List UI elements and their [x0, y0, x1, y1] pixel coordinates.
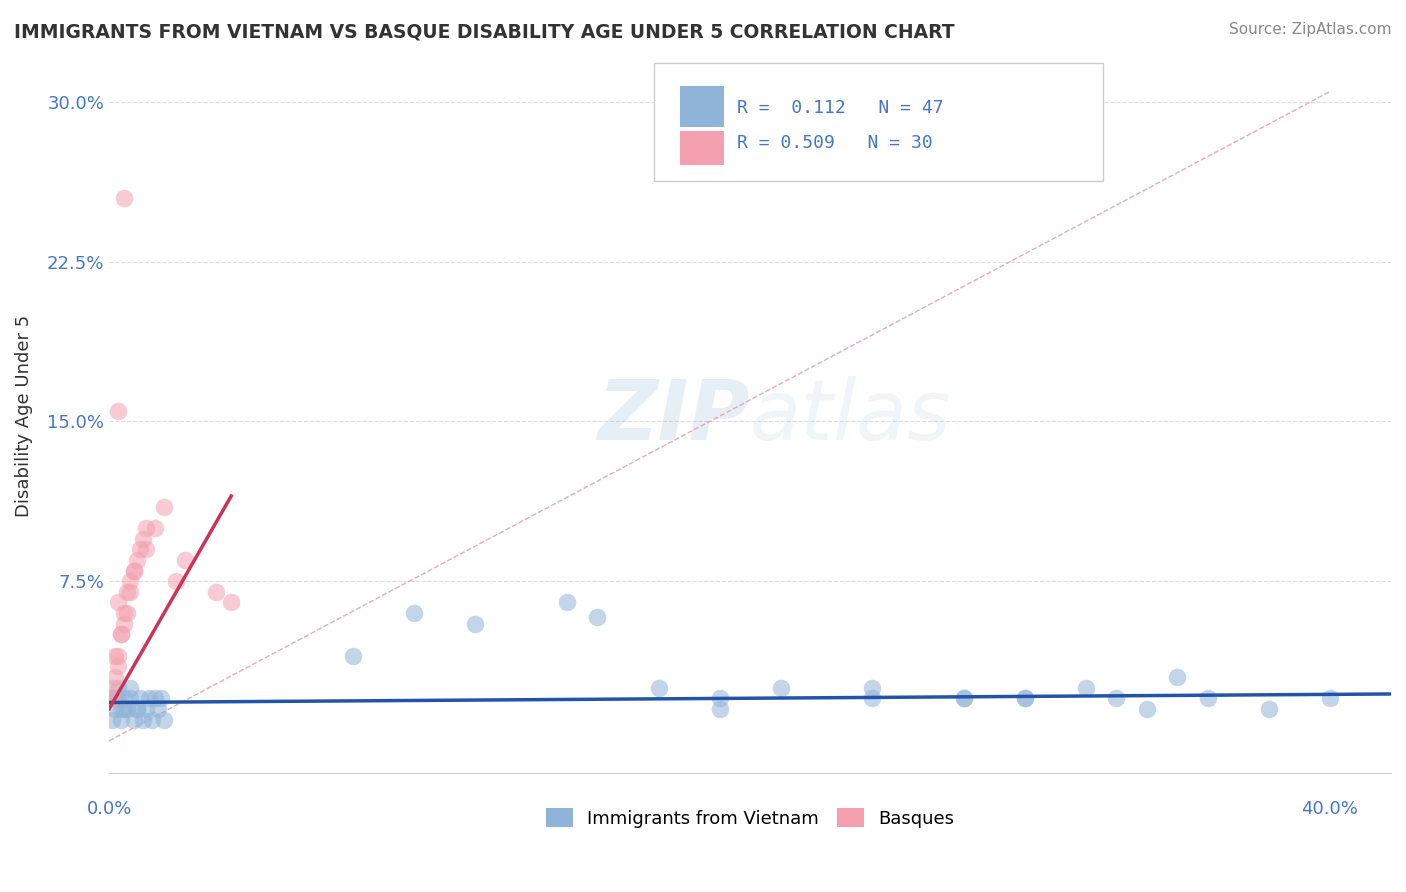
Point — [586, 610, 609, 624]
Point — [107, 404, 129, 418]
Text: atlas: atlas — [749, 376, 952, 457]
Point — [120, 681, 142, 695]
Text: R = 0.509   N = 30: R = 0.509 N = 30 — [737, 135, 934, 153]
Y-axis label: Disability Age Under 5: Disability Age Under 5 — [15, 315, 32, 517]
Text: IMMIGRANTS FROM VIETNAM VS BASQUE DISABILITY AGE UNDER 5 CORRELATION CHART: IMMIGRANTS FROM VIETNAM VS BASQUE DISABI… — [14, 22, 955, 41]
Point — [219, 595, 242, 609]
Point — [110, 702, 132, 716]
Point — [131, 713, 153, 727]
Point — [138, 691, 160, 706]
Point — [128, 691, 150, 706]
Text: ZIP: ZIP — [598, 376, 749, 457]
Point — [101, 713, 124, 727]
Point — [1197, 691, 1219, 706]
Point — [1014, 691, 1036, 706]
Point — [952, 691, 974, 706]
Point — [342, 648, 364, 663]
Point — [143, 521, 166, 535]
Point — [205, 584, 228, 599]
Point — [122, 564, 145, 578]
Point — [120, 574, 142, 589]
Point — [112, 191, 135, 205]
Legend: Immigrants from Vietnam, Basques: Immigrants from Vietnam, Basques — [538, 801, 962, 835]
Point — [860, 681, 883, 695]
Point — [104, 702, 127, 716]
Point — [104, 691, 127, 706]
Point — [1105, 691, 1128, 706]
Point — [104, 648, 127, 663]
Point — [107, 681, 129, 695]
Point — [125, 702, 148, 716]
Point — [952, 691, 974, 706]
Point — [1258, 702, 1281, 716]
Point — [146, 702, 169, 716]
Point — [150, 691, 173, 706]
Point — [769, 681, 792, 695]
Point — [125, 553, 148, 567]
Point — [112, 702, 135, 716]
Point — [107, 595, 129, 609]
Point — [647, 681, 669, 695]
Point — [101, 691, 124, 706]
Point — [107, 691, 129, 706]
Point — [1166, 670, 1188, 684]
Point — [122, 564, 145, 578]
Point — [117, 606, 139, 620]
Point — [153, 713, 176, 727]
Point — [709, 702, 731, 716]
Point — [143, 691, 166, 706]
Point — [122, 713, 145, 727]
Point — [112, 606, 135, 620]
FancyBboxPatch shape — [679, 131, 724, 165]
Point — [117, 584, 139, 599]
Point — [101, 681, 124, 695]
Point — [110, 627, 132, 641]
Point — [1319, 691, 1341, 706]
Point — [1014, 691, 1036, 706]
FancyBboxPatch shape — [679, 86, 724, 128]
Point — [174, 553, 197, 567]
Point — [110, 627, 132, 641]
Text: 0.0%: 0.0% — [86, 800, 132, 819]
Point — [104, 670, 127, 684]
Point — [1136, 702, 1159, 716]
Point — [135, 542, 157, 557]
Text: 40.0%: 40.0% — [1302, 800, 1358, 819]
Point — [141, 713, 163, 727]
Point — [117, 702, 139, 716]
Point — [120, 691, 142, 706]
Point — [110, 713, 132, 727]
Point — [120, 584, 142, 599]
Point — [1074, 681, 1097, 695]
Point — [555, 595, 578, 609]
Point — [165, 574, 187, 589]
Point — [112, 616, 135, 631]
Text: R =  0.112   N = 47: R = 0.112 N = 47 — [737, 99, 943, 117]
Point — [153, 500, 176, 514]
Point — [107, 659, 129, 673]
Text: Source: ZipAtlas.com: Source: ZipAtlas.com — [1229, 22, 1392, 37]
Point — [131, 532, 153, 546]
Point — [128, 542, 150, 557]
Point — [404, 606, 426, 620]
Point — [860, 691, 883, 706]
Point — [135, 521, 157, 535]
Point — [125, 702, 148, 716]
Point — [709, 691, 731, 706]
Point — [464, 616, 486, 631]
Point — [101, 691, 124, 706]
Point — [112, 691, 135, 706]
Point — [135, 702, 157, 716]
FancyBboxPatch shape — [654, 63, 1102, 181]
Point — [107, 648, 129, 663]
